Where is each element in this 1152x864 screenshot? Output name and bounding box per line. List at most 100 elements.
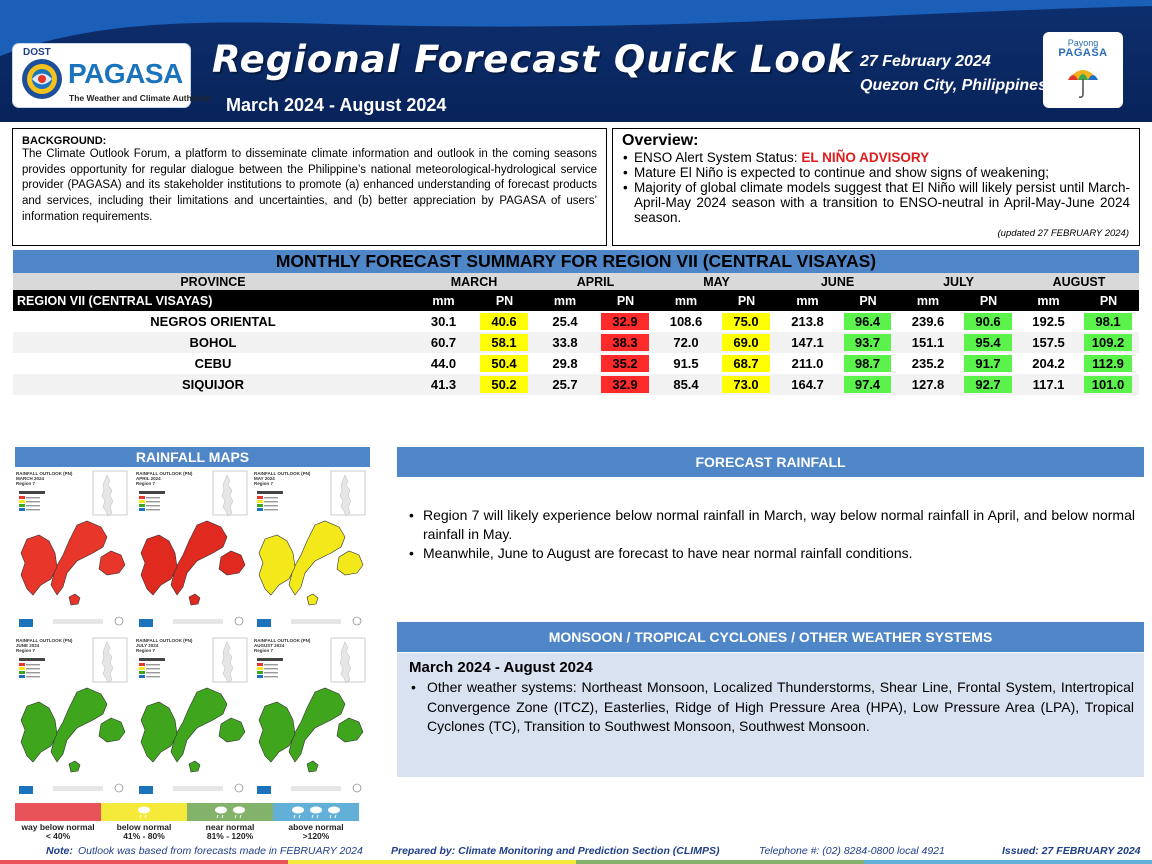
rainfall-mm-cell: 108.6	[669, 314, 703, 329]
legend-range: 81% - 120%	[206, 831, 254, 841]
rainfall-map-panel: RAINFALL OUTLOOK (PN) MAY 2024 Region 7	[253, 469, 368, 637]
table-row: SIQUIJOR 41.3 50.2 25.7 32.9 85.4 73.0 164.7 97.…	[13, 374, 1140, 395]
region-vii-map	[19, 470, 128, 627]
overview-item: Mature El Niño is expected to continue a…	[622, 165, 1130, 180]
legend-swatch	[101, 803, 187, 821]
percent-normal-value: 58.1	[480, 334, 528, 351]
legend-swatch	[15, 803, 101, 821]
region-label: REGION VII (CENTRAL VISAYAS)	[13, 290, 413, 311]
cloud-rain-icon	[292, 806, 340, 819]
rainfall-mm-cell: 25.4	[552, 314, 578, 329]
map-panel-title: RAINFALL OUTLOOK (PN)	[254, 638, 311, 643]
pagasa-seal-icon	[22, 59, 62, 99]
rainfall-mm-cell: 33.8	[535, 332, 595, 353]
enso-label: ENSO Alert System Status:	[634, 150, 802, 165]
background-text: The Climate Outlook Forum, a platform to…	[22, 148, 597, 223]
dost-label: DOST	[23, 47, 51, 58]
rainfall-mm-cell: 41.3	[413, 374, 474, 395]
percent-normal-value: 69.0	[722, 334, 771, 351]
legend-label: below normal 41% - 80%	[101, 823, 187, 841]
map-panel-heading: RAINFALL OUTLOOK (PN) MARCH 2024 Region 7	[16, 471, 72, 486]
rainfall-map-panel: RAINFALL OUTLOOK (PN) MARCH 2024 Region 7	[15, 469, 130, 637]
footer-prepared-by: Prepared by: Climate Monitoring and Pred…	[391, 845, 720, 857]
percent-normal-value: 93.7	[844, 334, 892, 351]
rainfall-mm-cell: 192.5	[1032, 314, 1065, 329]
legend-range: >120%	[302, 831, 330, 841]
map-panel-month: JULY 2024	[136, 643, 159, 648]
map-panel-heading: RAINFALL OUTLOOK (PN) JUNE 2024 Region 7	[16, 638, 72, 653]
page-header: DOST PAGASA The Weather and Climate Auth…	[0, 0, 1152, 122]
rainfall-mm-cell: 25.7	[535, 374, 595, 395]
rainfall-map-panel: RAINFALL OUTLOOK (PN) JUNE 2024 Region 7	[15, 636, 130, 804]
footer-issued-date: Issued: 27 FEBRUARY 2024	[1002, 845, 1141, 857]
percent-normal-value: 40.6	[480, 313, 528, 330]
mm-column-header: mm	[656, 290, 716, 311]
percent-normal-value: 32.9	[601, 313, 649, 330]
province-name: BOHOL	[13, 332, 413, 353]
percent-normal-value: 98.1	[1084, 313, 1133, 330]
percent-normal-value: 35.2	[601, 355, 649, 372]
forecast-table-title: MONTHLY FORECAST SUMMARY FOR REGION VII …	[13, 250, 1139, 273]
forecast-rainfall-title: FORECAST RAINFALL	[397, 447, 1144, 477]
table-row: NEGROS ORIENTAL 30.1 40.6 25.4 32.9 108.6 75.0…	[13, 311, 1139, 332]
overview-updated-date: (updated 27 FEBRUARY 2024)	[997, 228, 1130, 239]
publication-place: Quezon City, Philippines	[860, 77, 1047, 94]
map-panel-title: RAINFALL OUTLOOK (PN)	[16, 471, 73, 476]
percent-normal-cell: 98.1	[1078, 311, 1139, 332]
percent-normal-cell: 38.3	[595, 332, 656, 353]
region-vii-map	[139, 470, 248, 627]
mm-column-header: mm	[535, 290, 595, 311]
percent-normal-value: 32.9	[601, 376, 649, 393]
mm-column-header: mm	[413, 290, 474, 311]
map-panel-heading: RAINFALL OUTLOOK (PN) APRIL 2024 Region 7	[136, 471, 192, 486]
pn-column-header: PN	[838, 290, 899, 311]
province-name: NEGROS ORIENTAL	[150, 314, 276, 329]
rainfall-map-panel: RAINFALL OUTLOOK (PN) AUGUST 2024 Region 7	[253, 636, 368, 804]
table-row: CEBU 44.0 50.4 29.8 35.2 91.5 68.7 211.0 98.7 235…	[13, 353, 1139, 374]
pn-column-header: PN	[595, 290, 656, 311]
table-row: BOHOL 60.7 58.1 33.8 38.3 72.0 69.0 147.1 93.7 15…	[13, 332, 1140, 353]
rainfall-mm-cell: 211.0	[791, 356, 824, 371]
percent-normal-cell: 112.9	[1078, 353, 1139, 374]
rainfall-mm-cell: 60.7	[413, 332, 474, 353]
month-column-header: APRIL	[535, 273, 656, 290]
rainfall-mm-cell: 44.0	[430, 356, 457, 371]
monsoon-period: March 2024 - August 2024	[409, 659, 593, 676]
percent-normal-value: 96.4	[844, 313, 892, 330]
legend-swatch	[273, 803, 359, 821]
percent-normal-value: 75.0	[722, 313, 771, 330]
mm-column-header: mm	[898, 290, 959, 311]
rainfall-mm-cell: 72.0	[656, 332, 716, 353]
overview-box: Overview: ENSO Alert System Status: EL N…	[612, 128, 1140, 246]
map-panel-heading: RAINFALL OUTLOOK (PN) JULY 2024 Region 7	[136, 638, 192, 653]
map-panel-region: Region 7	[254, 481, 274, 486]
background-heading: BACKGROUND:	[22, 135, 107, 147]
rainfall-mm-cell: 204.2	[1032, 356, 1065, 371]
publication-date: 27 February 2024	[860, 53, 991, 70]
percent-normal-cell: 95.4	[958, 332, 1020, 353]
rainfall-mm-cell: 235.2	[911, 356, 945, 371]
map-panel-title: RAINFALL OUTLOOK (PN)	[16, 638, 73, 643]
percent-normal-cell: 68.7	[716, 353, 777, 374]
percent-normal-cell: 32.9	[595, 311, 656, 332]
forecast-rainfall-item: Meanwhile, June to August are forecast t…	[407, 544, 1135, 563]
rainfall-map-panel: RAINFALL OUTLOOK (PN) APRIL 2024 Region 7	[135, 469, 250, 637]
legend-category: near normal	[205, 822, 255, 832]
map-panel-month: JUNE 2024	[16, 643, 40, 648]
percent-normal-value: 112.9	[1084, 355, 1133, 372]
percent-normal-cell: 69.0	[716, 332, 778, 353]
percent-normal-cell: 32.9	[595, 374, 656, 395]
umbrella-icon	[1068, 70, 1098, 98]
header-banner	[0, 0, 1152, 122]
month-column-header: JUNE	[777, 273, 899, 290]
percent-normal-value: 98.7	[844, 355, 892, 372]
table-header-row: PROVINCE MARCH APRIL MAY JUNE JULY AUGUST	[13, 273, 1140, 290]
overview-item-enso: ENSO Alert System Status: EL NIÑO ADVISO…	[622, 150, 1130, 165]
map-panel-month: MAY 2024	[254, 476, 275, 481]
legend-range: < 40%	[45, 831, 71, 841]
rainfall-mm-cell: 157.5	[1019, 332, 1079, 353]
percent-normal-cell: 75.0	[716, 311, 777, 332]
payong-label: Payong	[1067, 38, 1099, 48]
percent-normal-value: 91.7	[964, 355, 1013, 372]
rainfall-mm-cell: 30.1	[430, 314, 457, 329]
